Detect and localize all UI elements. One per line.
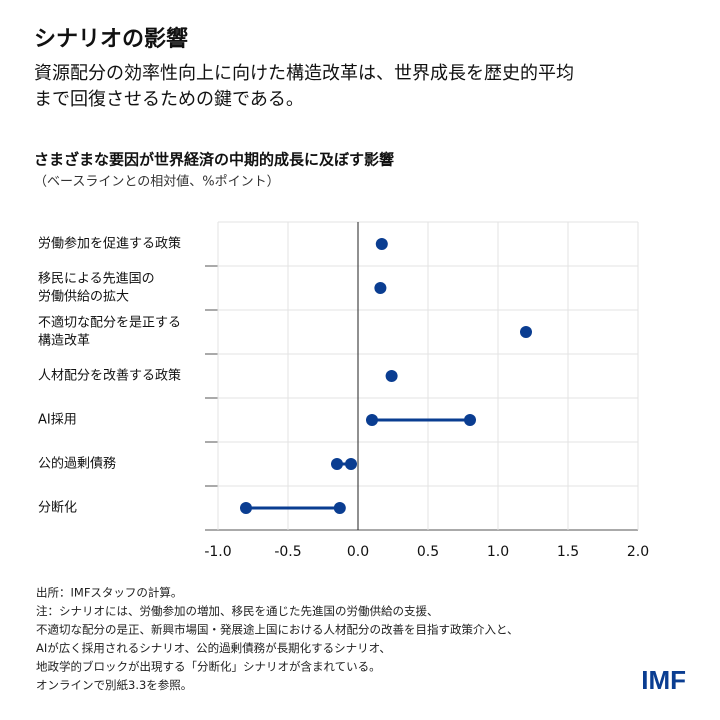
dot (366, 414, 378, 426)
note: AIが広く採用されるシナリオ、公的過剰債務が長期化するシナリオ、 (36, 641, 391, 655)
x-tick-label: 1.0 (487, 544, 509, 560)
dot (333, 502, 346, 514)
chart-title: さまざまな要因が世界経済の中期的成長に及ぼす影響 (34, 151, 394, 169)
x-tick-label: 2.0 (627, 544, 649, 560)
x-tick-label: 0.5 (417, 544, 439, 560)
y-category-label: 公的過剰債務 (38, 456, 116, 472)
x-tick-label: 1.5 (557, 544, 579, 560)
note: 地政学的ブロックが出現する「分断化」シナリオが含まれている。 (36, 660, 381, 674)
page-title: シナリオの影響 (34, 26, 188, 52)
dot (385, 370, 398, 382)
y-category-label: 労働参加を促進する政策 (38, 236, 181, 252)
y-category-label: 移民による先進国の (38, 272, 155, 287)
note: 不適切な配分の是正、新興市場国・発展途上国における人材配分の改善を目指す政策介入… (36, 623, 519, 637)
x-tick-label: -0.5 (274, 544, 301, 560)
note: オンラインで別紙3.3を参照。 (36, 678, 192, 692)
note: 注：シナリオには、労働参加の増加、移民を通じた先進国の労働供給の支援、 (36, 604, 439, 618)
x-tick-label: 0.0 (347, 544, 369, 560)
page-subtitle: 資源配分の効率性向上に向けた構造改革は、世界成長を歴史的平均 (34, 63, 574, 84)
logo: IMF (641, 665, 686, 695)
dot (345, 458, 357, 470)
x-tick-label: -1.0 (204, 544, 231, 560)
page-subtitle: まで回復させるための鍵である。 (34, 89, 304, 110)
dot (375, 238, 388, 250)
dot (374, 282, 387, 294)
dot (240, 502, 252, 514)
y-category-label: 不適切な配分を是正する (38, 315, 181, 331)
dot (520, 326, 532, 338)
note: 出所：IMFスタッフの計算。 (36, 586, 182, 600)
chart-subtitle: （ベースラインとの相対値、%ポイント） (34, 174, 280, 190)
y-category-label: 人材配分を改善する政策 (38, 368, 181, 384)
y-category-label: 構造改革 (38, 334, 90, 349)
dot (331, 458, 343, 470)
dot (464, 414, 476, 426)
y-category-label: AI採用 (38, 413, 77, 428)
y-category-label: 分断化 (38, 501, 77, 516)
y-category-label: 労働供給の拡大 (38, 290, 129, 305)
